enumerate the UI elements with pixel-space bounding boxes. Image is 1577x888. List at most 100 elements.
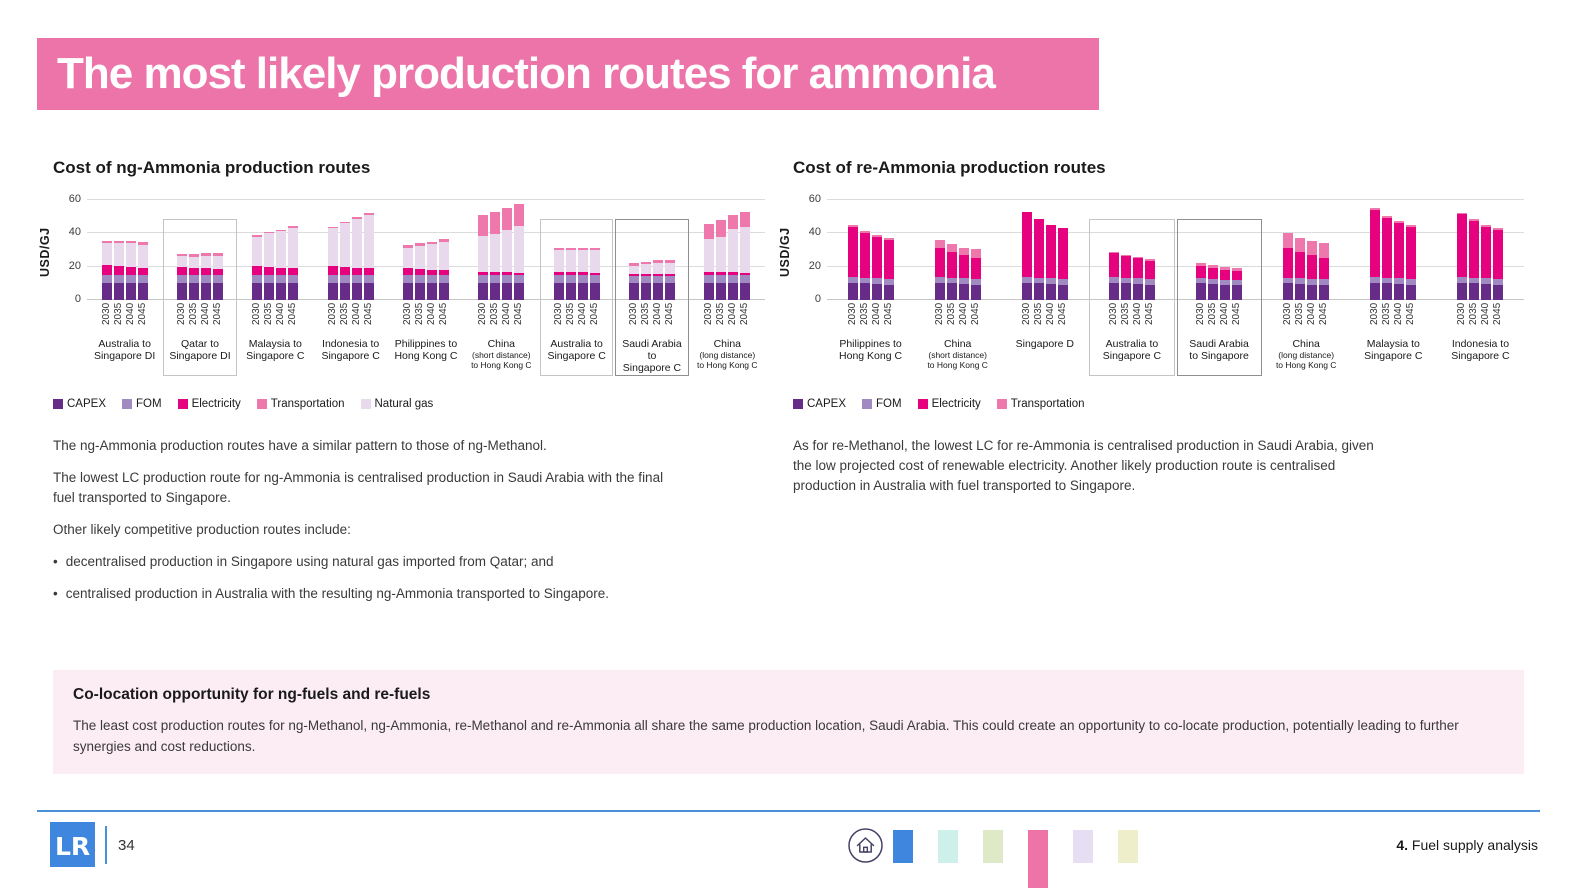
bar-segment-capex — [176, 283, 187, 300]
year-label: 2040 — [576, 303, 588, 326]
bar-segment-capex — [478, 283, 489, 300]
category-label-line: China — [1292, 338, 1320, 350]
section-color-tabs — [893, 830, 1138, 888]
bar-segment-electricity — [664, 274, 675, 276]
plot-area: 0 20 40 60 2030 2035 2040 2045 Philippines to Hon… — [809, 194, 1524, 376]
bar-segment-fom — [640, 275, 651, 284]
bar-segment-capex — [958, 284, 969, 300]
bar-segment-electricity — [101, 265, 112, 276]
section-tab-swatch[interactable] — [893, 830, 913, 863]
year-labels: 2030 2035 2040 2045 — [1108, 303, 1155, 335]
category-label-line: Hong Kong C — [394, 350, 458, 362]
year-label: 2040 — [199, 303, 211, 326]
bar-segment-natural-gas — [589, 250, 600, 273]
bar-segment-fom — [577, 275, 588, 284]
year-label: 2030 — [1369, 303, 1381, 326]
category-label-line: to Hong Kong C — [927, 360, 988, 370]
bar-segment-capex — [1307, 284, 1318, 300]
year-label: 2030 — [100, 303, 112, 326]
bar-segment-electricity — [1481, 226, 1492, 279]
bar-segment-fom — [1307, 278, 1318, 285]
y-tick-label: 40 — [68, 226, 81, 239]
bar-segment-electricity — [1457, 214, 1468, 277]
gridline — [87, 232, 765, 234]
bar-cluster — [704, 200, 751, 300]
bar-group: 2030 2035 2040 2045 Malaysia to Singapore C — [238, 200, 313, 376]
bar-segment-natural-gas — [137, 244, 148, 268]
bar-segment-electricity — [1120, 256, 1131, 278]
bar-segment-electricity — [704, 271, 715, 276]
bar-segment-capex — [1021, 282, 1032, 300]
category-label-line: Saudi Arabia — [622, 338, 682, 350]
co-location-callout: Co-location opportunity for ng-fuels and… — [53, 670, 1524, 774]
svg-text:LR: LR — [55, 832, 90, 861]
bar-segment-capex — [553, 283, 564, 300]
bar-segment-transportation — [565, 247, 576, 251]
year-label: 2040 — [957, 303, 969, 326]
y-tick-label: 0 — [814, 293, 821, 305]
home-icon[interactable] — [847, 827, 884, 864]
bar-segment-capex — [137, 283, 148, 300]
bar-segment-transportation — [740, 211, 751, 227]
stacked-bar — [1319, 243, 1330, 300]
gridline — [87, 199, 765, 200]
bar-group: 2030 2035 2040 2045 Philippines to Hong Kong … — [827, 200, 914, 376]
stacked-bar — [1493, 228, 1504, 300]
year-labels: 2030 2035 2040 2045 — [477, 303, 524, 335]
section-tab-swatch[interactable] — [1118, 830, 1138, 863]
legend-swatch — [917, 399, 928, 409]
bar-segment-capex — [934, 282, 945, 300]
bar-segment-capex — [426, 283, 437, 300]
year-label: 2035 — [1468, 303, 1480, 326]
bar-segment-electricity — [125, 266, 136, 276]
re-ammonia-legend: CAPEX FOM Electricity Transportation — [793, 398, 1524, 410]
year-label: 2040 — [275, 303, 287, 326]
section-tab-swatch[interactable] — [1028, 830, 1048, 888]
bar-segment-natural-gas — [363, 215, 374, 269]
bar-segment-transportation — [490, 211, 501, 235]
year-label: 2030 — [251, 303, 263, 326]
bar-segment-fom — [288, 275, 299, 284]
bar-group: 2030 2035 2040 2045 Saudi Arabia to Singapore … — [614, 200, 689, 376]
bar-segment-capex — [264, 283, 275, 300]
bar-segment-capex — [1283, 283, 1294, 300]
year-label: 2045 — [287, 303, 299, 326]
bar-segment-fom — [264, 275, 275, 284]
bar-segment-capex — [351, 283, 362, 300]
stacked-bar — [212, 252, 223, 300]
legend-swatch — [177, 399, 188, 409]
category-label-line: (long distance) — [699, 350, 756, 360]
bar-segment-natural-gas — [502, 230, 513, 273]
bar-segment-capex — [946, 283, 957, 300]
re-ammonia-commentary: As for re-Methanol, the lowest LC for re… — [793, 436, 1524, 496]
bar-segment-natural-gas — [628, 265, 639, 274]
bar-segment-capex — [1120, 283, 1131, 300]
legend-item: CAPEX — [53, 398, 106, 410]
bar-segment-transportation — [871, 235, 882, 237]
year-label: 2040 — [425, 303, 437, 326]
stacked-bar — [200, 253, 211, 300]
category-label-line: Philippines to — [394, 338, 458, 350]
year-label: 2045 — [1318, 303, 1330, 326]
bar-segment-fom — [859, 277, 870, 284]
section-tab-swatch[interactable] — [1073, 830, 1093, 863]
bar-segment-transportation — [1132, 256, 1143, 259]
bar-segment-capex — [859, 283, 870, 300]
section-tab-swatch[interactable] — [938, 830, 958, 863]
bar-segment-fom — [252, 275, 263, 284]
stacked-bar — [847, 225, 858, 300]
bar-segment-fom — [438, 275, 449, 284]
bar-segment-transportation — [1196, 263, 1207, 266]
section-tab-swatch[interactable] — [983, 830, 1003, 863]
stacked-bar — [1406, 225, 1417, 300]
bar-segment-electricity — [1108, 253, 1119, 277]
year-label: 2040 — [1306, 303, 1318, 326]
category-label: China (short distance) to Hong Kong C — [927, 338, 987, 376]
bar-segment-fom — [339, 275, 350, 284]
page-number: 34 — [118, 837, 135, 854]
ng-ammonia-chart: USD/GJ 0 20 40 60 2030 2035 2040 2045 Australia t… — [38, 194, 765, 386]
stacked-bar — [958, 247, 969, 300]
bar-segment-transportation — [577, 247, 588, 251]
stacked-bar — [252, 235, 263, 300]
bar-segment-capex — [490, 283, 501, 300]
